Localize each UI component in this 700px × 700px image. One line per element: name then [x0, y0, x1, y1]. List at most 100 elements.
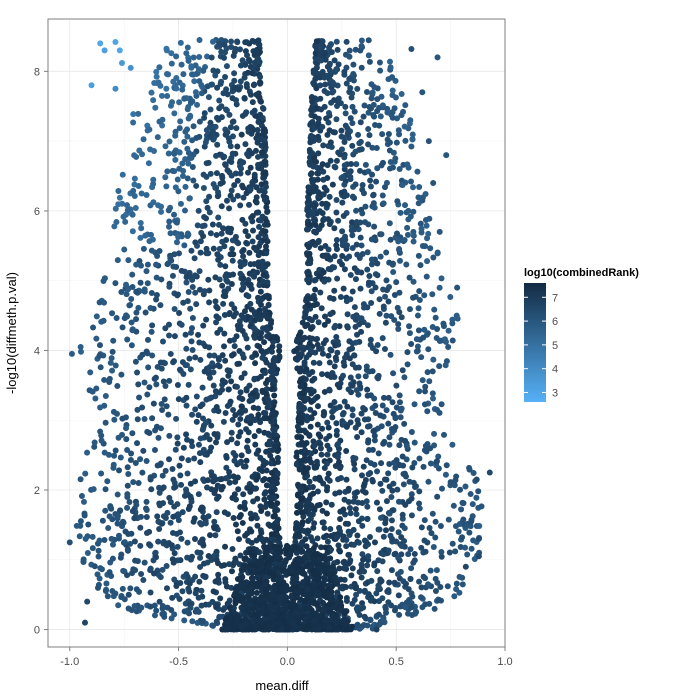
data-point	[213, 404, 220, 410]
data-point	[403, 443, 410, 450]
data-point	[236, 394, 243, 401]
data-point	[359, 551, 366, 558]
data-point	[176, 462, 183, 469]
data-point	[329, 181, 336, 188]
data-point	[236, 460, 243, 467]
data-point	[255, 153, 262, 160]
data-point	[360, 556, 367, 563]
data-point	[204, 53, 211, 60]
data-point	[357, 47, 364, 54]
data-point	[82, 470, 89, 477]
data-point	[311, 296, 318, 303]
data-point	[197, 403, 204, 410]
data-point	[124, 482, 131, 489]
data-point	[296, 533, 303, 540]
data-point	[469, 513, 476, 520]
data-point	[134, 440, 141, 447]
data-point	[408, 604, 415, 611]
data-point	[315, 170, 322, 177]
data-point	[139, 469, 146, 476]
data-point	[156, 64, 163, 71]
data-point	[318, 57, 325, 64]
data-point	[239, 573, 246, 580]
data-point	[396, 166, 403, 173]
data-point	[430, 254, 437, 261]
data-point	[163, 403, 170, 410]
data-point	[242, 110, 249, 117]
data-point	[185, 115, 192, 122]
data-point	[176, 149, 183, 156]
data-point	[364, 562, 371, 569]
data-point	[366, 58, 373, 65]
data-point	[276, 343, 283, 350]
data-point	[349, 244, 356, 251]
data-point	[229, 257, 236, 264]
data-point	[166, 377, 173, 384]
data-point	[133, 586, 140, 593]
data-point	[197, 238, 204, 245]
data-point	[396, 399, 403, 406]
data-point	[380, 394, 387, 401]
data-point	[140, 136, 147, 143]
data-point	[334, 580, 341, 587]
data-point	[303, 575, 310, 582]
data-point	[339, 253, 346, 259]
data-point	[148, 486, 155, 493]
data-point	[237, 46, 243, 53]
data-point	[212, 578, 219, 585]
data-point	[182, 128, 189, 135]
data-point	[349, 412, 356, 419]
data-point	[299, 519, 306, 526]
data-point	[323, 200, 330, 207]
data-point	[134, 369, 141, 376]
data-point	[380, 200, 387, 207]
data-point	[210, 369, 217, 376]
data-point	[324, 162, 331, 169]
data-point	[203, 245, 210, 252]
data-point	[330, 565, 337, 572]
data-point	[458, 506, 465, 513]
data-point	[364, 386, 371, 393]
data-point	[364, 266, 371, 273]
data-point	[131, 515, 138, 522]
data-point	[153, 607, 160, 614]
data-point	[210, 245, 217, 252]
data-point	[306, 478, 313, 485]
data-point	[158, 401, 165, 408]
data-point	[233, 310, 240, 317]
data-point	[257, 73, 264, 80]
data-point	[345, 560, 352, 567]
data-point	[220, 418, 227, 425]
data-point	[171, 168, 178, 175]
data-point	[185, 57, 192, 64]
data-point	[111, 416, 118, 423]
data-point	[374, 342, 381, 349]
data-point	[156, 489, 163, 496]
data-point	[442, 471, 449, 478]
data-point	[77, 518, 84, 525]
data-point	[392, 155, 399, 162]
data-point	[328, 99, 335, 106]
data-point	[76, 533, 83, 540]
data-point	[120, 213, 127, 220]
data-point	[326, 67, 333, 74]
data-point	[245, 56, 252, 63]
data-point	[317, 51, 324, 58]
data-point	[153, 423, 160, 430]
data-point	[264, 261, 271, 268]
data-point	[147, 305, 154, 312]
data-point	[416, 455, 423, 462]
data-point	[117, 454, 124, 461]
data-point	[193, 393, 200, 400]
data-point	[310, 163, 317, 170]
data-point	[365, 437, 372, 444]
data-point	[386, 460, 393, 467]
data-point	[175, 234, 182, 240]
data-point	[102, 419, 109, 426]
data-point	[379, 192, 386, 199]
data-point	[213, 439, 220, 446]
data-point	[271, 426, 278, 433]
data-point	[157, 302, 164, 309]
data-point	[274, 454, 281, 461]
